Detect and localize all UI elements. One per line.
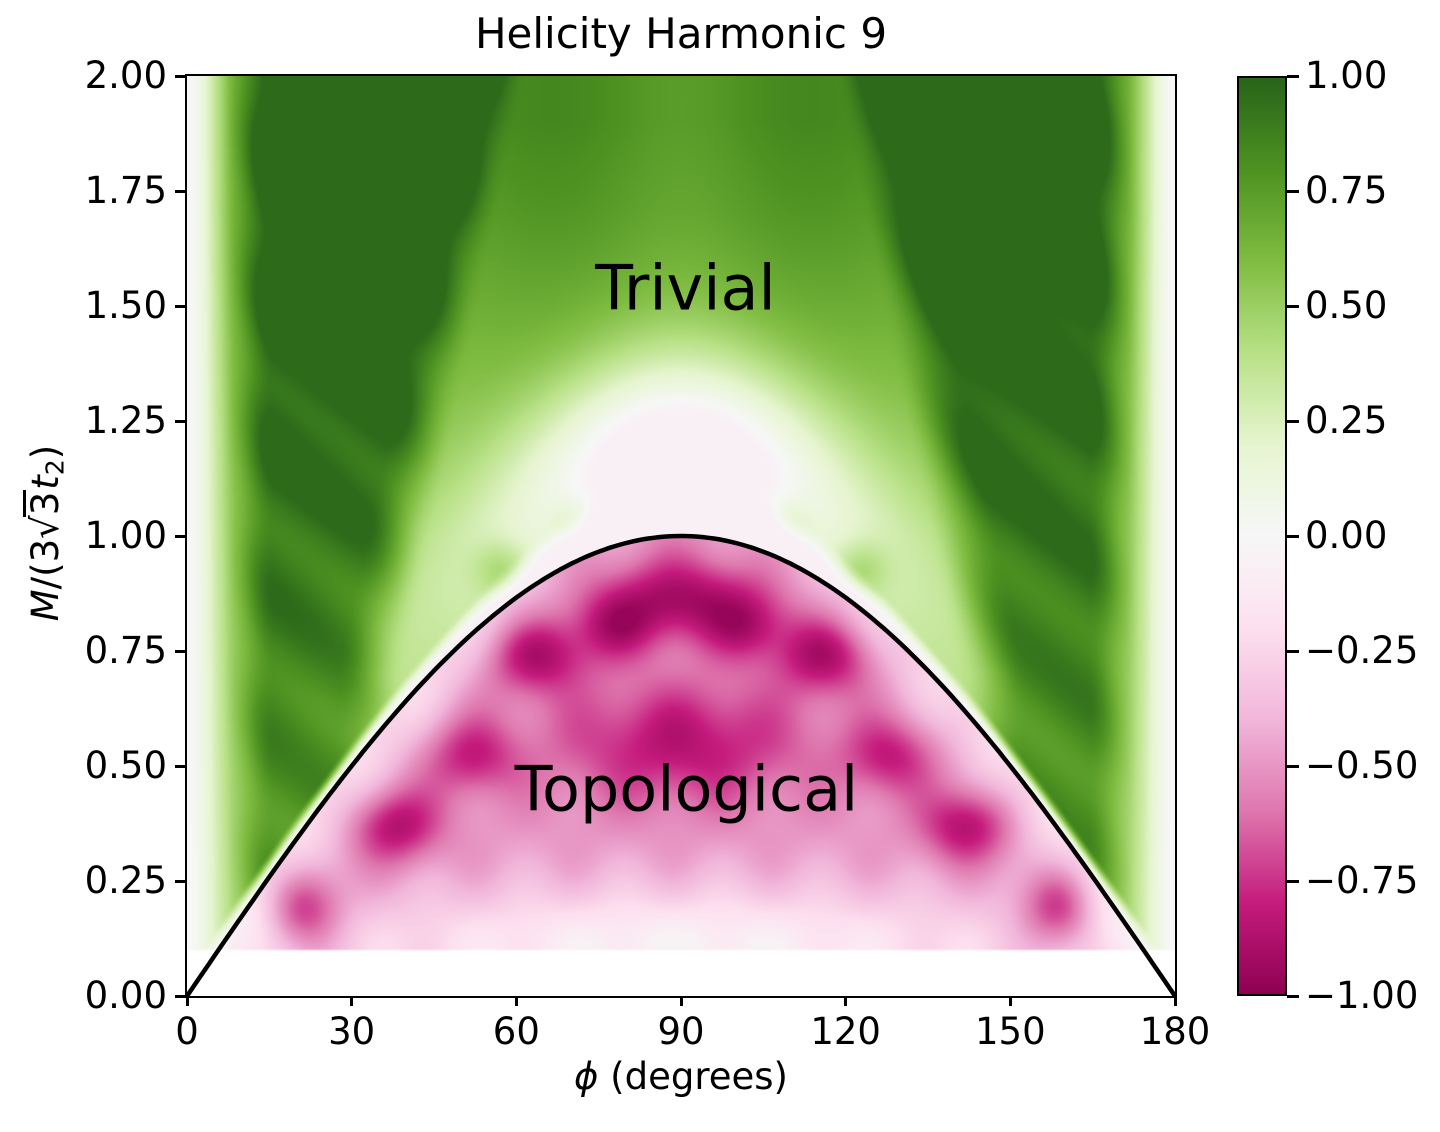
y-tick-label: 0.50 — [84, 744, 167, 787]
colorbar-tick-label: −0.75 — [1305, 859, 1419, 902]
x-axis-label: ϕ (degrees) — [187, 1054, 1175, 1100]
x-tick — [185, 996, 189, 1006]
colorbar-tick-label: 0.00 — [1305, 514, 1388, 557]
x-tick-label: 60 — [492, 1010, 540, 1053]
y-tick — [175, 764, 185, 768]
x-tick-label: 30 — [328, 1010, 376, 1053]
y-tick-label: 2.00 — [84, 54, 167, 97]
x-tick — [1173, 996, 1177, 1006]
colorbar-tick — [1287, 994, 1299, 998]
colorbar-tick — [1287, 304, 1299, 308]
x-tick — [514, 996, 518, 1006]
x-tick-label: 150 — [975, 1010, 1046, 1053]
y-tick-label: 1.75 — [84, 169, 167, 212]
y-tick-label: 1.00 — [84, 514, 167, 557]
y-tick — [175, 649, 185, 653]
y-tick — [175, 534, 185, 538]
x-tick-label: 180 — [1139, 1010, 1211, 1053]
annotation-topological: Topological — [514, 752, 859, 826]
ylabel-t: t — [24, 475, 67, 490]
colorbar-tick — [1287, 419, 1299, 423]
x-tick-label: 0 — [175, 1010, 199, 1053]
x-tick — [1008, 996, 1012, 1006]
colorbar-tick — [1287, 189, 1299, 193]
y-tick — [175, 419, 185, 423]
y-tick-label: 0.00 — [84, 974, 167, 1017]
colorbar-tick-label: 1.00 — [1305, 54, 1388, 97]
y-tick-label: 1.25 — [84, 399, 167, 442]
colorbar-tick-label: −0.50 — [1305, 744, 1419, 787]
y-tick — [175, 189, 185, 193]
x-tick-label: 90 — [657, 1010, 705, 1053]
heatmap-canvas — [187, 76, 1175, 996]
y-tick — [175, 879, 185, 883]
annotation-trivial: Trivial — [595, 251, 776, 325]
x-tick — [350, 996, 354, 1006]
ylabel-M: M — [24, 589, 67, 622]
y-tick — [175, 304, 185, 308]
colorbar-tick-label: −0.25 — [1305, 629, 1419, 672]
colorbar-tick-label: 0.50 — [1305, 284, 1388, 327]
y-tick-label: 1.50 — [84, 284, 167, 327]
y-tick-label: 0.75 — [84, 629, 167, 672]
colorbar-tick — [1287, 649, 1299, 653]
x-tick — [679, 996, 683, 1006]
colorbar-tick-label: 0.25 — [1305, 399, 1388, 442]
y-tick — [175, 994, 185, 998]
y-tick — [175, 74, 185, 78]
colorbar-tick — [1287, 74, 1299, 78]
x-axis-label-text: (degrees) — [598, 1055, 788, 1098]
phi-symbol: ϕ — [574, 1055, 599, 1098]
colorbar-tick — [1287, 764, 1299, 768]
colorbar — [1237, 76, 1287, 996]
colorbar-tick-label: −1.00 — [1305, 974, 1419, 1017]
ylabel-t-subscript: 2 — [40, 459, 70, 476]
colorbar-tick-label: 0.75 — [1305, 169, 1388, 212]
colorbar-tick — [1287, 879, 1299, 883]
x-tick-label: 120 — [810, 1010, 881, 1053]
y-tick-label: 0.25 — [84, 859, 167, 902]
chart-title: Helicity Harmonic 9 — [474, 9, 888, 58]
x-tick — [844, 996, 848, 1006]
ylabel-close: ) — [24, 444, 67, 460]
plot-area: Trivial Topological — [185, 74, 1177, 998]
colorbar-tick — [1287, 534, 1299, 538]
